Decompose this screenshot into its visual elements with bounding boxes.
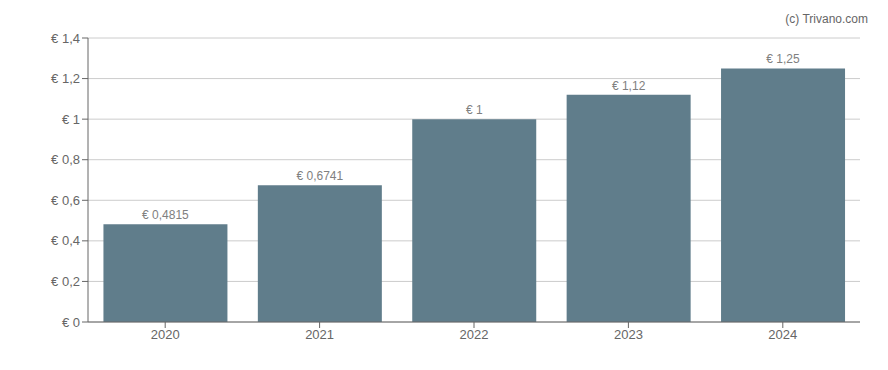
svg-text:€ 1: € 1	[62, 112, 80, 127]
svg-text:€ 0,2: € 0,2	[51, 274, 80, 289]
svg-text:€ 0: € 0	[62, 315, 80, 330]
svg-text:€ 1,12: € 1,12	[612, 79, 646, 93]
svg-text:€ 0,8: € 0,8	[51, 152, 80, 167]
html-text:(c) Trivano.com: (c) Trivano.com	[785, 12, 868, 26]
svg-text:€ 1: € 1	[466, 103, 483, 117]
svg-text:2024: 2024	[768, 327, 797, 342]
svg-text:€ 1,25: € 1,25	[766, 52, 800, 66]
svg-text:2021: 2021	[305, 327, 334, 342]
svg-text:€ 1,2: € 1,2	[51, 71, 80, 86]
svg-text:€ 0,4815: € 0,4815	[142, 208, 189, 222]
svg-text:2022: 2022	[460, 327, 489, 342]
svg-text:2023: 2023	[614, 327, 643, 342]
svg-text:€ 0,6: € 0,6	[51, 193, 80, 208]
svg-text:€ 0,6741: € 0,6741	[296, 169, 343, 183]
svg-text:€ 1,4: € 1,4	[51, 31, 80, 46]
svg-text:€ 0,4: € 0,4	[51, 233, 80, 248]
svg-text:2020: 2020	[151, 327, 180, 342]
